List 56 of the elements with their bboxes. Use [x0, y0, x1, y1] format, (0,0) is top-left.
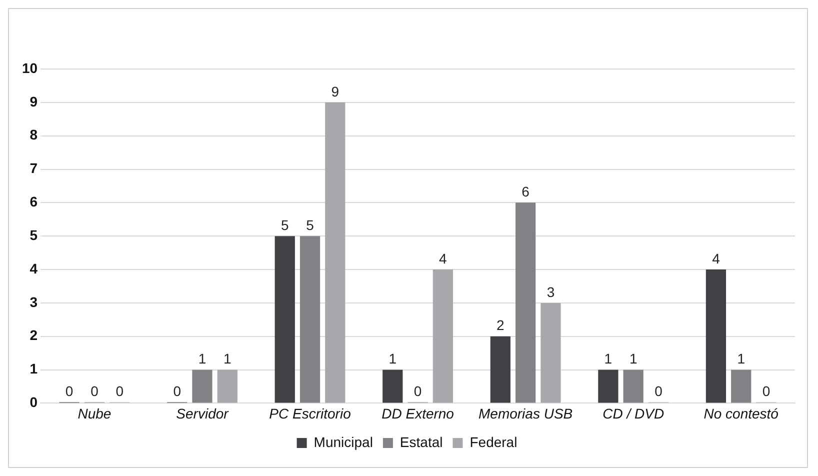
data-label: 0 [414, 383, 422, 400]
bar [217, 370, 238, 403]
data-label: 5 [280, 216, 289, 233]
y-tick-label: 5 [30, 226, 38, 243]
legend-label: Estatal [400, 434, 443, 450]
data-label: 4 [439, 250, 448, 266]
x-tick-label: CD / DVD [602, 405, 664, 422]
bar [490, 336, 510, 403]
y-tick-label: 1 [30, 360, 38, 377]
x-tick-label: No contestó [704, 405, 779, 422]
data-label: 0 [654, 383, 663, 400]
y-tick-label: 8 [30, 126, 38, 143]
bar [432, 270, 453, 403]
data-label: 0 [173, 383, 182, 400]
bar [706, 270, 726, 403]
bar [623, 370, 644, 403]
bar [598, 370, 618, 403]
y-tick-label: 4 [30, 260, 38, 276]
data-label: 9 [331, 83, 340, 100]
bar [274, 236, 295, 403]
y-tick-label: 2 [30, 327, 38, 344]
data-label: 0 [65, 383, 74, 400]
bar [516, 202, 536, 403]
bar [731, 370, 752, 403]
data-label: 1 [223, 350, 232, 367]
bar [325, 102, 346, 403]
x-tick-label: PC Escritorio [269, 405, 352, 422]
y-tick-label: 9 [30, 93, 38, 110]
y-tick-label: 6 [30, 194, 38, 210]
x-tick-label: Servidor [176, 405, 230, 422]
bar [382, 370, 403, 403]
y-tick-label: 7 [30, 160, 38, 176]
data-label: 5 [306, 216, 314, 233]
bar [540, 302, 561, 403]
bar [192, 370, 212, 403]
data-label: 0 [762, 383, 770, 400]
x-tick-label: Memorias USB [478, 405, 573, 422]
x-tick-label: DD Externo [382, 405, 454, 422]
data-label: 1 [737, 350, 746, 367]
data-label: 1 [629, 350, 638, 367]
data-label: 1 [198, 350, 206, 367]
data-label: 3 [546, 284, 555, 300]
legend-label: Municipal [314, 434, 373, 450]
y-tick-label: 10 [22, 60, 38, 76]
data-label: 2 [496, 317, 505, 334]
data-label: 0 [90, 383, 99, 400]
y-tick-label: 0 [30, 394, 38, 410]
legend-label: Federal [470, 434, 518, 450]
data-label: 0 [116, 383, 124, 400]
data-label: 4 [712, 250, 720, 266]
x-tick-label: Nube [78, 405, 112, 422]
data-label: 6 [522, 184, 530, 200]
y-tick-label: 3 [30, 294, 38, 310]
bar [300, 236, 320, 403]
data-label: 1 [604, 350, 612, 367]
data-label: 1 [388, 350, 397, 367]
